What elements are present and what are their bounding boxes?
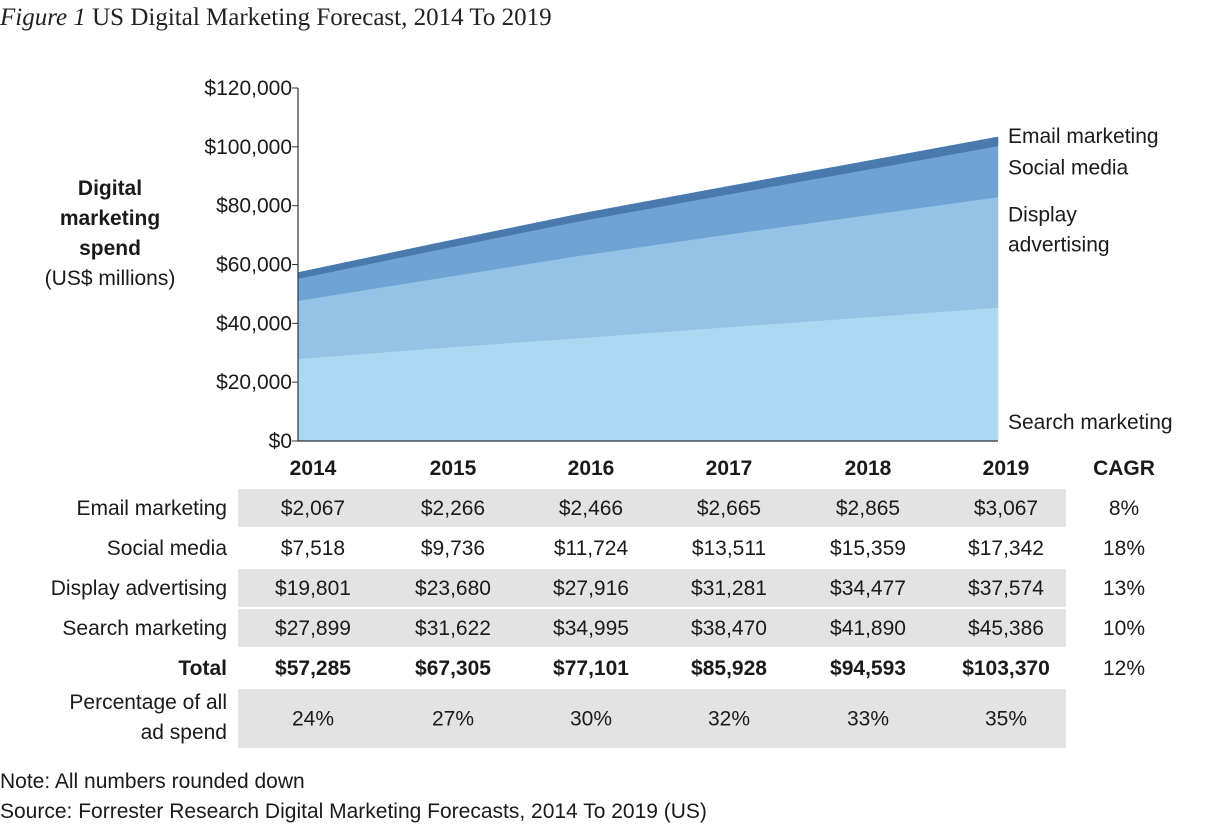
note-text: Note: All numbers rounded down: [0, 770, 305, 793]
series-label: Email marketing: [1008, 125, 1159, 148]
table-cell: $23,680: [415, 577, 491, 600]
series-label: Search marketing: [1008, 411, 1173, 434]
y-axis-label-line: spend: [79, 237, 141, 260]
table-cell: $13,511: [692, 537, 766, 560]
y-tick-label: $80,000: [216, 195, 292, 218]
table-row-label: Social media: [107, 537, 228, 560]
table-cell: $57,285: [275, 657, 351, 680]
table-column-header: 2019: [983, 457, 1030, 480]
table-cell: 33%: [847, 708, 889, 731]
y-axis-label-line: Digital: [77, 177, 143, 200]
table-cell: $2,466: [559, 497, 623, 520]
table-cell: $7,518: [281, 537, 345, 560]
table-cell: $9,736: [421, 537, 485, 560]
table-cell: $45,386: [968, 617, 1044, 640]
table-cell: $34,477: [830, 577, 906, 600]
table-cell: $17,342: [968, 537, 1044, 560]
table-cell: 24%: [292, 708, 334, 731]
table-cagr-cell: 18%: [1103, 537, 1145, 560]
table-cell: $2,266: [421, 497, 485, 520]
table-cell: $27,916: [553, 577, 629, 600]
table-cell: $67,305: [415, 657, 491, 680]
table-column-header: 2016: [568, 457, 615, 480]
y-tick-label: $100,000: [204, 136, 292, 159]
table-row-background: [238, 569, 1066, 607]
table-cell: $37,574: [968, 577, 1044, 600]
table-row-background: [238, 609, 1066, 647]
y-tick-label: $120,000: [204, 77, 292, 100]
table-row-label: Total: [178, 657, 227, 680]
table-cell: $77,101: [553, 657, 629, 680]
area-series-email-marketing: [297, 136, 999, 279]
table-cell: $3,067: [974, 497, 1038, 520]
table-cell: $41,890: [830, 617, 906, 640]
table-cell: $31,622: [415, 617, 491, 640]
table-cagr-cell: 12%: [1103, 657, 1145, 680]
table-column-header: 2017: [706, 457, 753, 480]
figure-number: Figure 1: [0, 4, 86, 31]
table-row-label: Percentage of all: [69, 691, 227, 714]
table-cell: 32%: [708, 708, 750, 731]
table-row-label: Email marketing: [76, 497, 227, 520]
table-cell: $85,928: [691, 657, 767, 680]
table-cell: $19,801: [275, 577, 351, 600]
table-cell: $2,665: [697, 497, 761, 520]
table-cell: 27%: [432, 708, 474, 731]
table-cell: $15,359: [830, 537, 906, 560]
table-row-label: Display advertising: [51, 577, 227, 600]
figure-title-text: US Digital Marketing Forecast, 2014 To 2…: [92, 4, 552, 31]
table-cell: 30%: [570, 708, 612, 731]
y-axis-label: Digital marketing spend (US$ millions): [20, 174, 200, 294]
table-row-label: ad spend: [141, 721, 227, 744]
table-row-background: [238, 489, 1066, 527]
table-cell: $2,067: [281, 497, 345, 520]
source-text: Source: Forrester Research Digital Marke…: [0, 800, 707, 823]
table-cell: 35%: [985, 708, 1027, 731]
table-column-header: 2014: [290, 457, 337, 480]
series-label: Social media: [1008, 156, 1129, 179]
table-cell: $2,865: [836, 497, 900, 520]
y-axis-unit: (US$ millions): [44, 267, 176, 290]
figure-title: Figure 1 US Digital Marketing Forecast, …: [0, 4, 552, 32]
table-cell: $31,281: [691, 577, 767, 600]
table-cell: $103,370: [962, 657, 1050, 680]
table-column-header: CAGR: [1093, 457, 1155, 480]
y-tick-label: $40,000: [216, 312, 292, 335]
table-cell: $34,995: [553, 617, 629, 640]
y-tick-label: $0: [269, 430, 292, 453]
table-cell: $38,470: [691, 617, 767, 640]
table-column-header: 2015: [430, 457, 477, 480]
series-label: Display: [1008, 203, 1077, 226]
table-cell: $27,899: [275, 617, 351, 640]
table-cagr-cell: 13%: [1103, 577, 1145, 600]
table-row-label: Search marketing: [62, 617, 227, 640]
table-cagr-cell: 8%: [1109, 497, 1139, 520]
y-tick-label: $60,000: [216, 254, 292, 277]
table-column-header: 2018: [845, 457, 892, 480]
table-cagr-cell: 10%: [1103, 617, 1145, 640]
table-cell: $94,593: [830, 657, 906, 680]
table-cell: $11,724: [554, 537, 629, 560]
table-row-background: [238, 689, 1066, 748]
series-label: advertising: [1008, 233, 1110, 256]
y-tick-label: $20,000: [216, 371, 292, 394]
y-axis-label-line: marketing: [59, 207, 161, 230]
